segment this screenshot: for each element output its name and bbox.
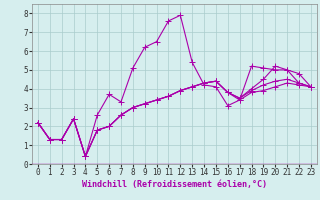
X-axis label: Windchill (Refroidissement éolien,°C): Windchill (Refroidissement éolien,°C) [82, 180, 267, 189]
